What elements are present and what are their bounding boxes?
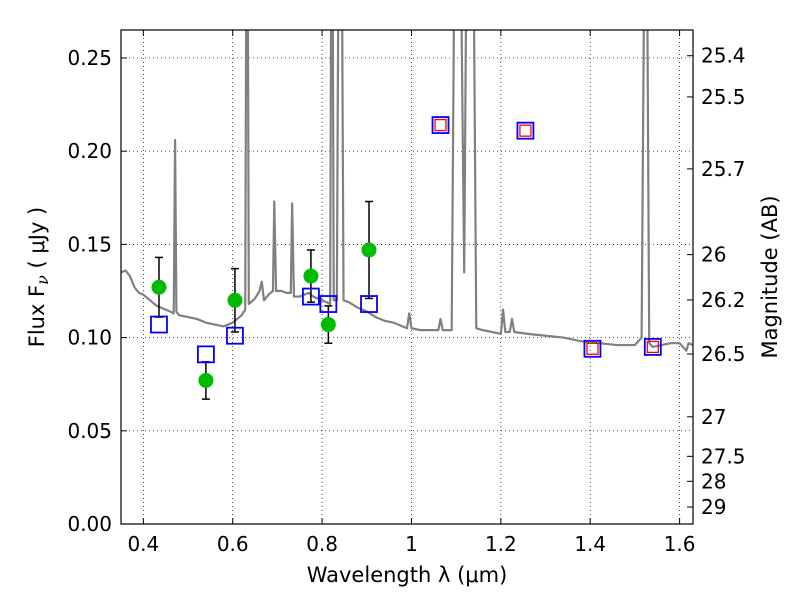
model-photometry-marker: [197, 345, 215, 364]
model-photometry-marker: [360, 295, 378, 313]
y-tick-label: 0.15: [67, 232, 112, 256]
y-tick-label: 0.00: [67, 512, 112, 536]
x-tick-label: 0.6: [217, 532, 249, 556]
model-photometry-marker: [150, 315, 168, 334]
y-tick-label: 0.05: [67, 419, 112, 443]
upper-limit-marker: [586, 342, 599, 355]
y2-tick-label: 29: [701, 495, 726, 519]
model-photometry-marker: [583, 339, 602, 358]
upper-limit-marker: [646, 340, 659, 354]
ticks: 0.4 0.6 0.8 1 1.2 1.4 1.6 0.00 0.05 0.10 0.15 0.20 0…: [67, 30, 746, 556]
x-tick-label: 1: [405, 532, 418, 556]
y2-tick-label: 26.2: [701, 288, 746, 312]
upper-limit-marker: [519, 124, 532, 137]
observed-point: [198, 372, 214, 388]
y2-tick-label: 25.4: [701, 44, 746, 68]
y2-tick-label: 25.5: [701, 85, 746, 109]
y-axis-label-unit: ( μJy ): [25, 207, 49, 275]
model-photometry-marker: [319, 295, 338, 313]
spectrum-line: [121, 30, 693, 352]
model-photometry-marker: [643, 338, 662, 356]
y-tick-label: 0.25: [67, 46, 112, 70]
x-tick-label: 1.2: [485, 532, 517, 556]
y-axis-label: Flux Fν ( μJy ): [25, 207, 52, 348]
y-tick-label: 0.10: [67, 326, 112, 350]
x-tick-label: 0.4: [127, 532, 159, 556]
observed-point: [151, 279, 167, 295]
y2-tick-label: 27: [701, 405, 726, 429]
model-photometry-marker: [516, 121, 535, 140]
plot-frame: [120, 29, 694, 525]
x-tick-label: 0.8: [306, 532, 338, 556]
plot-area: [121, 30, 693, 400]
observed-point: [320, 317, 336, 333]
y-axis-label-main: Flux F: [25, 285, 49, 347]
model-photometry-marker: [431, 116, 450, 134]
grid: [121, 30, 693, 525]
observed-point: [361, 242, 377, 258]
y-tick-label: 0.20: [67, 139, 112, 163]
model-photometry-marker: [302, 287, 320, 306]
model-photometry-marker: [226, 326, 244, 345]
y2-axis-label: Magnitude (AB): [758, 195, 782, 358]
observed-point: [303, 268, 319, 284]
y2-tick-label: 26.5: [701, 342, 746, 366]
y2-tick-label: 25.7: [701, 157, 746, 181]
y2-tick-label: 28: [701, 469, 726, 493]
x-axis-label: Wavelength λ (μm): [307, 563, 508, 587]
x-tick-label: 1.4: [574, 532, 606, 556]
x-tick-label: 1.6: [664, 532, 696, 556]
y-axis-label-sub: ν: [33, 275, 52, 285]
y2-tick-label: 26: [701, 243, 726, 267]
observed-point: [227, 292, 243, 308]
upper-limit-marker: [434, 118, 447, 132]
y2-tick-label: 27.5: [701, 444, 746, 468]
